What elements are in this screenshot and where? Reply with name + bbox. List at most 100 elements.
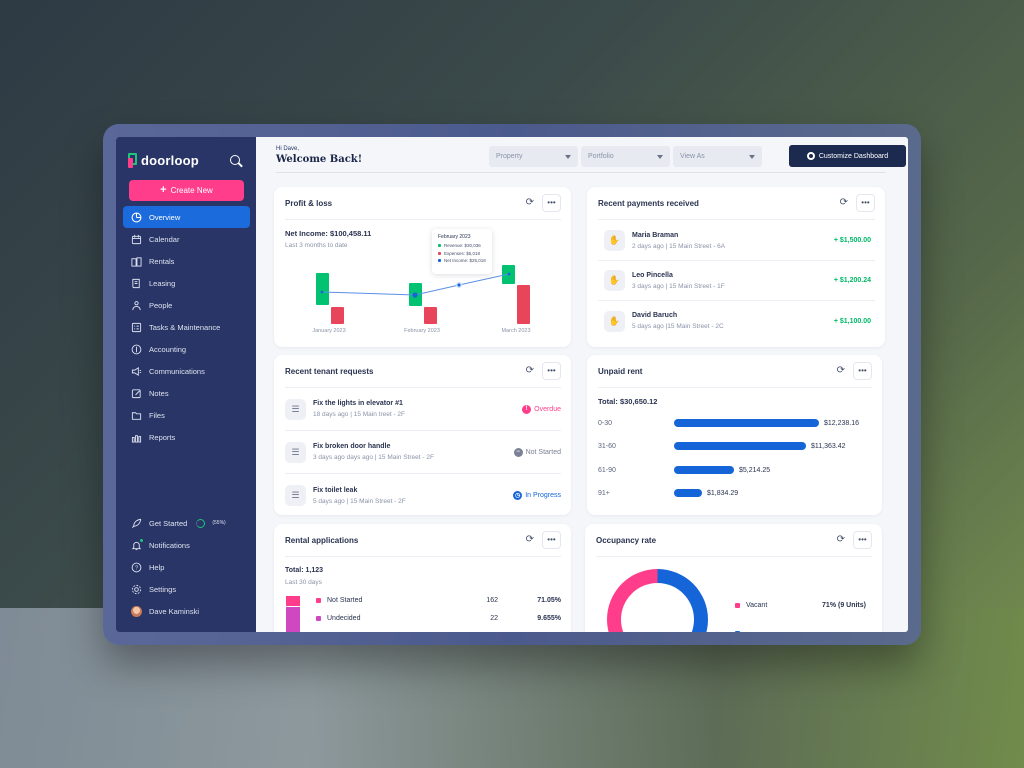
payment-details: 5 days ago |15 Main Street - 2C — [632, 323, 724, 330]
payment-details: 3 days ago | 15 Main Street - 1F — [632, 282, 725, 290]
card-header: Recent tenant requests ⟳ ••• — [285, 355, 561, 388]
edit-icon — [131, 388, 142, 399]
net-income: Net Income: $100,458.11 — [285, 229, 372, 238]
sidebar-item-overview[interactable]: Overview — [123, 206, 250, 228]
hand-money-icon: ✋ — [604, 270, 625, 291]
aging-row[interactable]: 31-60 $11,363.42 — [598, 441, 872, 451]
card-header: Recent payments received ⟳ ••• — [598, 187, 875, 220]
more-options-button[interactable]: ••• — [542, 362, 561, 380]
payment-row[interactable]: ✋ David Baruch 5 days ago |15 Main Street… — [598, 301, 875, 341]
request-title: Fix the lights in elevator #1 — [313, 400, 403, 407]
payment-amount: + $1,200.24 — [833, 277, 871, 284]
gear-icon — [131, 584, 142, 595]
more-options-button[interactable]: ••• — [542, 194, 561, 212]
payment-row[interactable]: ✋ Maria Braman 2 days ago | 15 Main Stree… — [598, 221, 875, 261]
card-title: Unpaid rent — [598, 366, 643, 376]
sidebar-item-calendar[interactable]: Calendar — [123, 228, 250, 250]
aging-row[interactable]: 0-30 $12,238.16 — [598, 418, 872, 428]
occupancy-value: 71% (9 Units) — [822, 601, 866, 609]
request-title: Fix broken door handle — [313, 443, 391, 450]
progress-percent: (55%) — [212, 520, 226, 526]
sidebar-item-get-started[interactable]: Get Started (55%) — [123, 512, 250, 534]
view-as-select[interactable]: View As — [673, 146, 762, 167]
status-label: In Progress — [525, 492, 561, 499]
sidebar-item-rentals[interactable]: Rentals — [123, 250, 250, 272]
application-status-row[interactable]: Undecided 22 9.655% — [316, 613, 561, 623]
expenses-bar-february[interactable] — [424, 307, 437, 324]
dollar-circle-icon — [131, 344, 142, 355]
payment-amount: + $1,500.00 — [833, 237, 871, 244]
sidebar-item-tasks[interactable]: Tasks & Maintenance — [123, 316, 250, 338]
expenses-bar-march[interactable] — [517, 285, 530, 324]
sidebar-item-settings[interactable]: Settings — [123, 578, 250, 600]
x-axis-label: February 2023 — [404, 328, 440, 334]
portfolio-select[interactable]: Portfolio — [581, 146, 670, 167]
request-row[interactable]: ☰ Fix the lights in elevator #1 18 days a… — [285, 388, 561, 431]
unpaid-total: Total: $30,650.12 — [598, 397, 658, 406]
refresh-icon[interactable]: ⟳ — [836, 365, 845, 376]
sidebar-item-notes[interactable]: Notes — [123, 382, 250, 404]
refresh-icon[interactable]: ⟳ — [525, 197, 534, 208]
aging-row[interactable]: 91+ $1,834.29 — [598, 488, 872, 498]
sidebar-item-people[interactable]: People — [123, 294, 250, 316]
refresh-icon[interactable]: ⟳ — [525, 534, 534, 545]
payer-name: Leo Pincella — [632, 271, 673, 279]
sidebar-item-label: Leasing — [149, 278, 176, 288]
customize-dashboard-button[interactable]: Customize Dashboard — [789, 145, 906, 167]
sidebar-item-files[interactable]: Files — [123, 404, 250, 426]
sidebar-item-communications[interactable]: Communications — [123, 360, 250, 382]
card-title: Recent payments received — [598, 198, 699, 208]
status-label: Not Started — [525, 448, 561, 456]
aging-value: $12,238.16 — [824, 419, 860, 427]
stacked-bar-undecided — [286, 607, 300, 632]
refresh-icon[interactable]: ⟳ — [836, 534, 845, 545]
hand-money-icon: ✋ — [604, 230, 625, 251]
payment-row[interactable]: ✋ Leo Pincella 3 days ago | 15 Main Stree… — [598, 261, 875, 301]
create-new-button[interactable]: + Create New — [129, 180, 244, 201]
sidebar-bottom: Get Started (55%) Notifications ? Help S… — [116, 512, 256, 622]
refresh-icon[interactable]: ⟳ — [525, 365, 534, 376]
request-row[interactable]: ☰ Fix toilet leak 5 days ago | 15 Main St… — [285, 474, 561, 517]
search-icon[interactable] — [230, 154, 242, 167]
checklist-icon: ☰ — [285, 441, 306, 463]
sidebar-item-user[interactable]: Dave Kaminski — [123, 600, 250, 622]
aging-row[interactable]: 61-90 $5,214.25 — [598, 465, 872, 475]
request-row[interactable]: ☰ Fix broken door handle 3 days ago days … — [285, 431, 561, 474]
property-select[interactable]: Property — [489, 146, 578, 167]
sidebar-item-reports[interactable]: Reports — [123, 426, 250, 448]
application-status-row[interactable]: Not Started 162 71.05% — [316, 595, 561, 605]
occupancy-donut-chart[interactable] — [607, 569, 708, 632]
aging-bar — [674, 466, 734, 474]
payer-name: David Baruch — [632, 312, 678, 319]
stacked-bar-not-started — [286, 596, 300, 606]
caret-down-icon — [657, 154, 663, 159]
sidebar-item-label: Calendar — [149, 234, 180, 244]
legend-swatch — [438, 251, 441, 255]
refresh-icon[interactable]: ⟳ — [839, 197, 848, 208]
aging-bar — [674, 489, 702, 497]
revenue-bar-january[interactable] — [316, 273, 329, 305]
more-options-button[interactable]: ••• — [856, 194, 875, 212]
more-options-button[interactable]: ••• — [542, 531, 561, 549]
sidebar-item-leasing[interactable]: Leasing — [123, 272, 250, 294]
logo-text: doorloop — [141, 153, 199, 168]
card-title: Occupancy rate — [596, 535, 657, 545]
megaphone-icon — [131, 366, 142, 377]
card-title: Profit & loss — [285, 198, 333, 208]
sidebar-item-notifications[interactable]: Notifications — [123, 534, 250, 556]
top-bar: Hi Dave, Welcome Back! Property Portfoli… — [276, 137, 906, 173]
more-options-button[interactable]: ••• — [853, 531, 872, 549]
logo[interactable]: doorloop — [128, 153, 199, 168]
more-options-button[interactable]: ••• — [853, 362, 872, 380]
expenses-bar-january[interactable] — [331, 307, 344, 324]
aging-label: 0-30 — [598, 419, 613, 427]
sidebar-item-label: Communications — [149, 366, 205, 376]
net-income-line — [320, 272, 511, 298]
sidebar-item-help[interactable]: ? Help — [123, 556, 250, 578]
sidebar-item-accounting[interactable]: Accounting — [123, 338, 250, 360]
payment-details: 2 days ago | 15 Main Street - 6A — [632, 242, 726, 250]
chart-tooltip: February 2023 Revenue: $30,036 Expenses:… — [432, 229, 492, 274]
hand-money-icon: ✋ — [604, 310, 625, 332]
view-as-select-label: View As — [680, 153, 705, 160]
calendar-icon — [131, 234, 142, 245]
